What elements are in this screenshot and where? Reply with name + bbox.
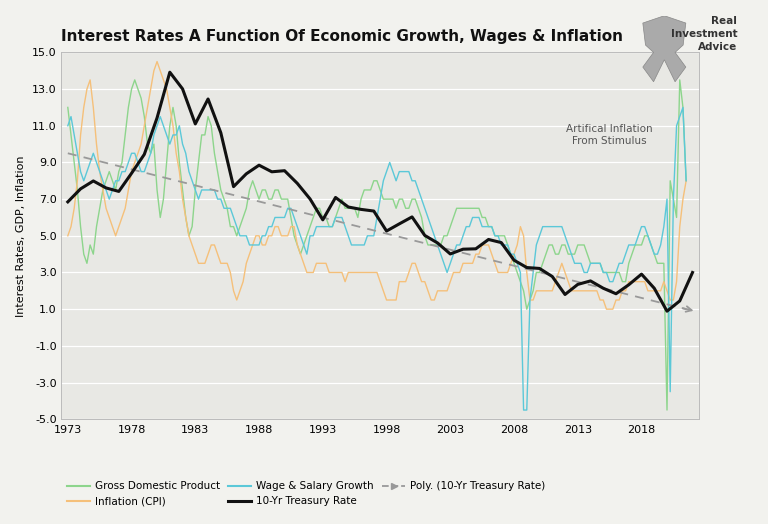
Polygon shape: [643, 16, 686, 82]
Legend: Gross Domestic Product, Inflation (CPI), Wage & Salary Growth, 10-Yr Treasury Ra: Gross Domestic Product, Inflation (CPI),…: [67, 481, 546, 507]
Y-axis label: Interest Rates, GDP, Inflation: Interest Rates, GDP, Inflation: [16, 155, 26, 316]
Text: Artifical Inflation
From Stimulus: Artifical Inflation From Stimulus: [566, 124, 653, 146]
Text: Interest Rates A Function Of Economic Growth, Wages & Inflation: Interest Rates A Function Of Economic Gr…: [61, 29, 624, 45]
Text: Real
Investment
Advice: Real Investment Advice: [670, 16, 737, 52]
